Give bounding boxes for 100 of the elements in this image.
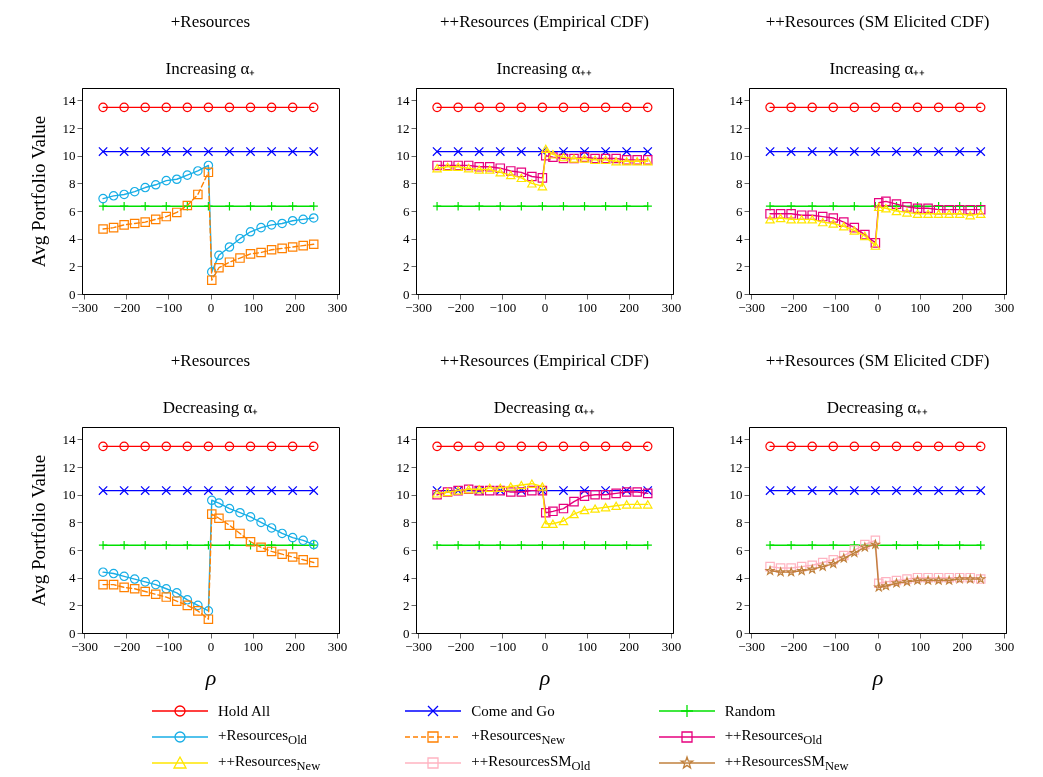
- x-tick-label: 300: [661, 299, 682, 315]
- x-tick-label: 200: [285, 299, 306, 315]
- x-tick-label: −200: [780, 638, 808, 654]
- y-tick-label: 6: [403, 542, 410, 558]
- y-tick-label: 2: [69, 258, 76, 274]
- chart-subtitle: Decreasing α₊: [162, 398, 259, 417]
- y-tick-label: 6: [69, 542, 76, 558]
- y-tick-label: 12: [396, 120, 410, 136]
- y-tick-label: 4: [403, 231, 410, 247]
- y-tick-label: 8: [69, 514, 76, 530]
- y-tick-label: 2: [403, 597, 410, 613]
- x-tick-label: −100: [822, 299, 850, 315]
- y-tick-label: 4: [69, 570, 76, 586]
- legend-label: ++Resources$_{New}$: [218, 752, 321, 774]
- y-axis-title: Avg Portfolio Value: [27, 454, 49, 607]
- y-tick-label: 12: [396, 459, 410, 475]
- x-tick-label: −100: [489, 638, 517, 654]
- y-tick-label: 8: [403, 175, 410, 191]
- x-tick-label: 100: [243, 638, 263, 654]
- x-tick-label: −300: [738, 299, 766, 315]
- y-tick-label: 8: [736, 175, 743, 191]
- y-tick-label: 4: [403, 570, 410, 586]
- legend-label: +Resources$_{Old}$: [218, 726, 307, 748]
- y-tick-label: 14: [396, 92, 410, 108]
- y-tick-label: 10: [729, 148, 743, 164]
- y-tick-label: 0: [69, 625, 76, 641]
- y-tick-label: 10: [396, 487, 410, 503]
- chart-subtitle: Increasing α₊₊: [496, 59, 593, 78]
- legend-label: Hold All: [218, 702, 271, 720]
- x-tick-label: −300: [71, 299, 99, 315]
- legend-label: Random: [724, 702, 776, 720]
- y-tick-label: 2: [736, 597, 743, 613]
- y-tick-label: 6: [69, 203, 76, 219]
- x-tick-label: −300: [71, 638, 99, 654]
- x-tick-label: 300: [327, 299, 348, 315]
- legend-label: ++Resources$_{Old}$: [724, 726, 822, 748]
- y-tick-label: 0: [736, 625, 743, 641]
- legend-label: ++ResourcesSM$_{New}$: [724, 752, 849, 774]
- x-tick-label: −200: [113, 638, 141, 654]
- x-tick-label: −200: [113, 299, 141, 315]
- y-tick-label: 6: [403, 203, 410, 219]
- legend-label: Come and Go: [471, 702, 555, 720]
- y-tick-label: 4: [736, 570, 743, 586]
- x-tick-label: 0: [207, 638, 215, 654]
- y-tick-label: 14: [62, 431, 76, 447]
- y-tick-label: 10: [396, 148, 410, 164]
- x-axis-title: ρ: [538, 664, 551, 690]
- y-tick-label: 0: [69, 286, 76, 302]
- chart-title: +Resources: [170, 12, 251, 31]
- y-axis-title: Avg Portfolio Value: [27, 115, 49, 268]
- y-tick-label: 12: [62, 120, 76, 136]
- x-tick-label: 100: [910, 299, 930, 315]
- x-tick-label: 200: [952, 299, 973, 315]
- legend-label: +Resources$_{New}$: [471, 726, 566, 748]
- x-tick-label: −200: [447, 299, 475, 315]
- y-tick-label: 12: [729, 120, 743, 136]
- x-tick-label: 300: [994, 299, 1015, 315]
- chart-subtitle: Increasing α₊₊: [829, 59, 926, 78]
- x-tick-label: −100: [155, 299, 183, 315]
- y-tick-label: 10: [62, 148, 76, 164]
- y-tick-label: 0: [403, 286, 410, 302]
- y-tick-label: 8: [403, 514, 410, 530]
- x-tick-label: 0: [541, 299, 549, 315]
- x-tick-label: −300: [405, 299, 433, 315]
- y-tick-label: 14: [396, 431, 410, 447]
- x-tick-label: 100: [243, 299, 263, 315]
- legend-label: ++ResourcesSM$_{Old}$: [471, 752, 591, 774]
- y-tick-label: 6: [736, 542, 743, 558]
- x-tick-label: 100: [910, 638, 930, 654]
- x-tick-label: 100: [577, 299, 597, 315]
- y-tick-label: 14: [729, 92, 743, 108]
- x-axis-title: ρ: [204, 664, 217, 690]
- x-tick-label: 0: [874, 299, 882, 315]
- x-tick-label: 0: [874, 638, 882, 654]
- y-tick-label: 10: [62, 487, 76, 503]
- x-tick-label: −100: [155, 638, 183, 654]
- x-tick-label: 200: [619, 299, 640, 315]
- chart-subtitle: Decreasing α₊₊: [826, 398, 929, 417]
- y-tick-label: 8: [69, 175, 76, 191]
- x-tick-label: 100: [577, 638, 597, 654]
- x-axis-title: ρ: [871, 664, 884, 690]
- chart-title: ++Resources (SM Elicited CDF): [765, 12, 990, 31]
- x-tick-label: −300: [738, 638, 766, 654]
- chart-subtitle: Decreasing α₊₊: [493, 398, 596, 417]
- y-tick-label: 12: [62, 459, 76, 475]
- x-tick-label: −200: [780, 299, 808, 315]
- y-tick-label: 12: [729, 459, 743, 475]
- x-tick-label: 300: [661, 638, 682, 654]
- x-tick-label: 300: [327, 638, 348, 654]
- y-tick-label: 2: [69, 597, 76, 613]
- y-tick-label: 0: [736, 286, 743, 302]
- y-tick-label: 4: [69, 231, 76, 247]
- y-tick-label: 14: [62, 92, 76, 108]
- y-tick-label: 8: [736, 514, 743, 530]
- chart-subtitle: Increasing α₊: [165, 59, 256, 78]
- chart-title: +Resources: [170, 351, 251, 370]
- x-tick-label: 200: [285, 638, 306, 654]
- chart-title: ++Resources (Empirical CDF): [440, 12, 649, 31]
- chart-title: ++Resources (Empirical CDF): [440, 351, 649, 370]
- x-tick-label: 200: [619, 638, 640, 654]
